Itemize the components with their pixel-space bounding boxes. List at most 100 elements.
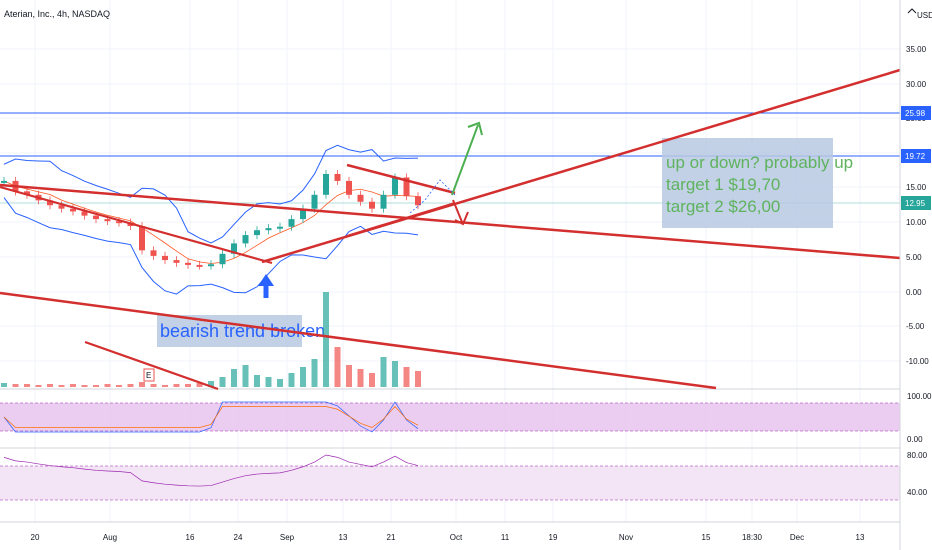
volume-bar (369, 373, 375, 387)
volume-bar (35, 385, 42, 387)
candle-body (1, 180, 7, 183)
time-tick: Sep (280, 533, 295, 542)
price-tag-19-72[interactable]: 19.72 (901, 149, 931, 163)
chart-title: Aterian, Inc., 4h, NASDAQ (4, 9, 110, 19)
time-tick: 16 (186, 533, 195, 542)
volume-bar (288, 373, 295, 387)
rsi-line (3, 454, 419, 487)
volume-bar (323, 292, 329, 387)
volume-bar (173, 384, 180, 387)
candle-body (334, 173, 341, 181)
time-tick: 13 (856, 533, 865, 542)
trend-note-text: bearish trend broken (160, 321, 325, 341)
svg-text:E: E (146, 371, 151, 380)
candle-body (173, 260, 180, 263)
price-tick: -5.00 (906, 322, 925, 331)
volume-bar (357, 369, 364, 387)
arrow-down-red-icon[interactable] (452, 199, 469, 226)
bollinger-upper (3, 144, 419, 244)
time-tick: 19 (549, 533, 558, 542)
trendline-lower-channel[interactable] (0, 291, 717, 390)
volume-bar (93, 385, 99, 387)
triangle-bottom[interactable] (346, 201, 456, 238)
candle-body (81, 211, 88, 216)
volume-bar (70, 384, 76, 387)
analysis-note-line-3: target 2 $26,00 (666, 197, 780, 216)
candle-body (104, 219, 111, 222)
earnings-marker-icon[interactable]: E (143, 368, 155, 382)
stoch-tick-100: 100.00 (907, 392, 932, 401)
candle-body (380, 194, 387, 209)
candle-body (265, 228, 272, 231)
time-tick: 11 (501, 533, 510, 542)
price-tick: 30.00 (906, 80, 927, 89)
projection-path (409, 179, 456, 214)
candle-body (93, 215, 99, 220)
bollinger-lower (3, 197, 419, 295)
candle-body (139, 226, 145, 251)
volume-bar (254, 375, 260, 387)
volume-bar (208, 381, 214, 387)
price-tick: 5.00 (906, 253, 922, 262)
volume-bar (415, 371, 421, 387)
candle-body (70, 208, 76, 212)
analysis-note-box[interactable] (662, 138, 833, 228)
price-tag-12-95[interactable]: 12.95 (901, 196, 931, 210)
rsi-pane (0, 447, 900, 523)
time-tick: 20 (31, 533, 40, 542)
volume-bar (242, 365, 249, 387)
volume-bar (231, 369, 237, 387)
time-axis-ticks[interactable]: 20 Aug 16 24 Sep 13 21 Oct 11 19 Nov 15 18:30 Dec 13 (31, 533, 865, 542)
time-tick: 18:30 (742, 533, 763, 542)
candle-body (242, 235, 249, 244)
candle-body (150, 250, 157, 256)
price-tick: 35.00 (906, 45, 927, 54)
trendline-bottom-left[interactable] (84, 340, 219, 391)
volume-bars (1, 292, 421, 387)
volume-bar (12, 384, 19, 387)
candle-body (231, 243, 237, 254)
price-axis[interactable] (899, 0, 932, 550)
time-tick: 13 (339, 533, 348, 542)
candle-body (208, 264, 214, 267)
candle-body (323, 173, 329, 195)
chevron-up-icon[interactable] (907, 8, 917, 14)
price-tag-25-98[interactable]: 25.98 (901, 106, 931, 120)
candle-body (369, 201, 375, 209)
volume-bar (150, 384, 157, 387)
rsi-tick-40: 40.00 (907, 488, 928, 497)
time-tick: 21 (387, 533, 396, 542)
volume-bar (196, 383, 203, 387)
time-tick: Aug (103, 533, 117, 542)
candle-body (58, 205, 65, 209)
analysis-note-line-2: target 1 $19,70 (666, 175, 780, 194)
price-tick: 10.00 (906, 218, 927, 227)
volume-bar (24, 384, 30, 387)
arrow-up-blue-icon[interactable] (258, 274, 274, 298)
volume-bar (219, 377, 226, 387)
volume-bar (127, 384, 134, 387)
grid (0, 0, 900, 522)
trendline-old-downtrend[interactable] (0, 185, 273, 265)
candle-body (162, 255, 168, 261)
trendline-falling-resistance[interactable] (0, 183, 901, 260)
triangle-top[interactable] (346, 163, 456, 195)
volume-bar (185, 384, 191, 387)
arrow-up-green-icon[interactable] (451, 121, 483, 196)
price-tick: 15.00 (906, 183, 927, 192)
time-tick: 15 (702, 533, 711, 542)
price-tick: -10.00 (906, 357, 929, 366)
volume-bar (334, 347, 341, 387)
candle-body (24, 191, 30, 195)
candle-body (196, 264, 203, 267)
volume-bar (58, 385, 65, 387)
volume-bar (265, 377, 272, 387)
candle-body (185, 262, 191, 265)
svg-text:12.95: 12.95 (905, 199, 926, 208)
candle-body (357, 194, 364, 202)
time-tick: Dec (790, 533, 804, 542)
volume-bar (277, 379, 283, 387)
candle-body (116, 221, 122, 224)
candle-body (219, 253, 226, 265)
